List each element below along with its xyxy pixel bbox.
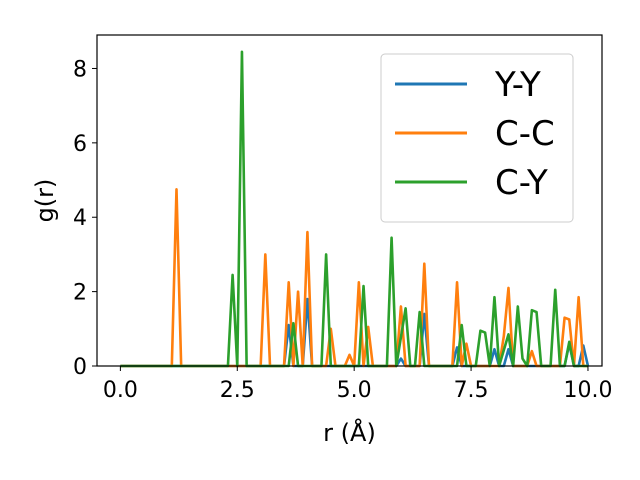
x-tick-label: 5.0 [337,378,372,403]
legend-box [380,53,574,223]
legend-label-y-y: Y-Y [494,65,541,105]
y-tick-label: 2 [73,281,87,306]
ticks-layer: 0.0 2.5 5.0 7.5 10.0 0 2 4 6 8 [73,57,612,403]
y-tick-label: 8 [73,57,87,82]
y-tick-label: 4 [73,206,87,231]
legend: Y-Y C-C C-Y [380,53,574,223]
legend-label-c-y: C-Y [495,163,548,203]
x-tick-label: 2.5 [220,378,255,403]
x-tick-label: 0.0 [103,378,138,403]
x-tick-label: 7.5 [454,378,489,403]
x-tick-label: 10.0 [563,378,612,403]
plot-frame [96,34,603,367]
y-axis-label: g(r) [31,179,59,223]
x-axis-label: r (Å) [323,418,376,447]
y-tick-label: 0 [73,355,87,380]
legend-label-c-c: C-C [495,114,555,154]
y-tick-label: 6 [73,132,87,157]
